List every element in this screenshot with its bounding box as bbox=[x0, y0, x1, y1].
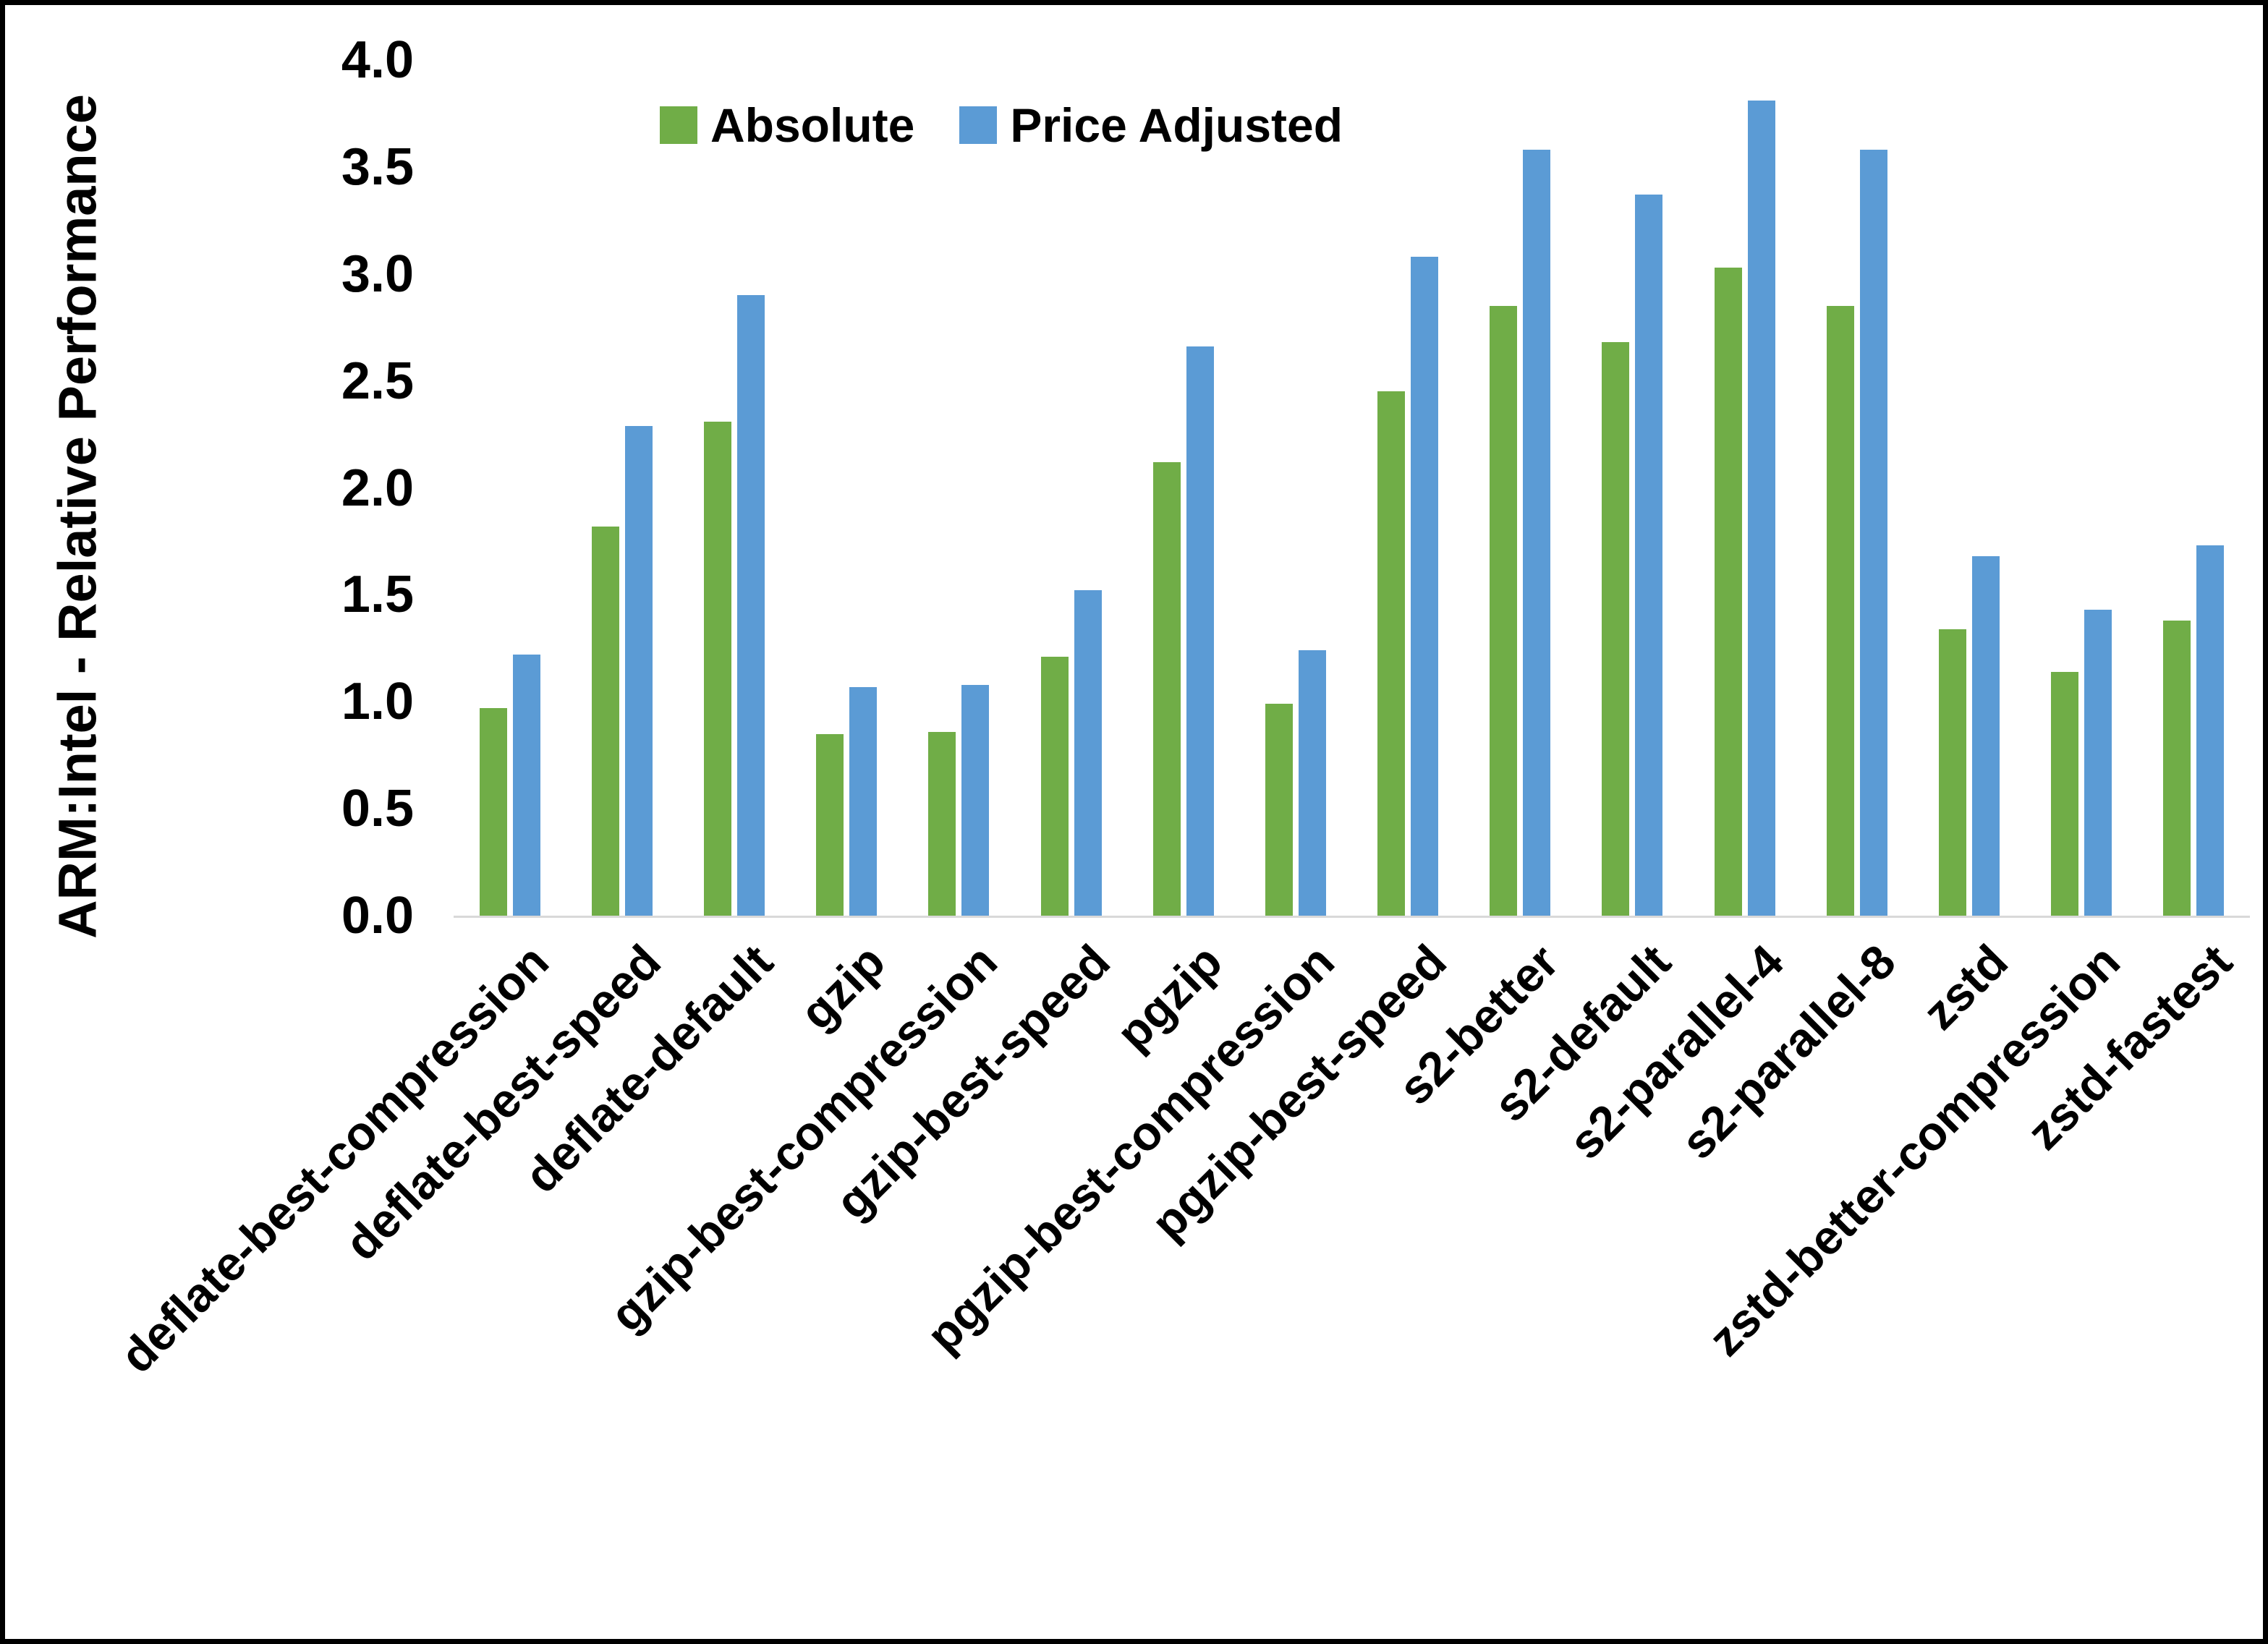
bar-price-adjusted-deflate-best-compression bbox=[512, 655, 540, 916]
bar-absolute-gzip-best-speed bbox=[1040, 657, 1069, 916]
bar-absolute-s2-default bbox=[1602, 342, 1630, 916]
bar-absolute-gzip bbox=[816, 733, 844, 916]
bar-price-adjusted-s2-parallel-8 bbox=[1859, 150, 1887, 916]
bar-absolute-zstd-fastest bbox=[2163, 620, 2191, 916]
bar-price-adjusted-gzip-best-compression bbox=[961, 684, 990, 916]
legend-item-price-adjusted: Price Adjusted bbox=[959, 98, 1343, 153]
bar-price-adjusted-pgzip-best-speed bbox=[1411, 257, 1439, 916]
bar-price-adjusted-deflate-default bbox=[736, 295, 765, 916]
x-label-deflate-best-compression: deflate-best-compression bbox=[109, 934, 558, 1383]
bar-absolute-pgzip bbox=[1152, 462, 1181, 916]
bar-price-adjusted-zstd-better-compression bbox=[2084, 610, 2112, 916]
legend-item-absolute: Absolute bbox=[660, 98, 914, 153]
bar-absolute-zstd bbox=[1939, 629, 1967, 916]
bar-price-adjusted-zstd bbox=[1972, 556, 2000, 916]
bar-price-adjusted-zstd-fastest bbox=[2196, 545, 2225, 916]
y-tick-label-0.0: 0.0 bbox=[341, 887, 414, 945]
legend: Absolute Price Adjusted bbox=[660, 98, 1343, 153]
price-adjusted-series-swatch-icon bbox=[959, 106, 998, 144]
bar-price-adjusted-s2-parallel-4 bbox=[1747, 101, 1775, 916]
y-tick-label-2.0: 2.0 bbox=[341, 459, 414, 517]
bar-absolute-gzip-best-compression bbox=[928, 731, 956, 916]
y-tick-label-3.5: 3.5 bbox=[341, 137, 414, 196]
bar-price-adjusted-deflate-best-speed bbox=[624, 425, 653, 916]
bar-absolute-deflate-best-speed bbox=[591, 526, 619, 916]
bar-absolute-pgzip-best-compression bbox=[1265, 704, 1293, 916]
x-axis-line bbox=[454, 916, 2250, 918]
bar-price-adjusted-s2-default bbox=[1635, 195, 1663, 916]
y-tick-label-0.5: 0.5 bbox=[341, 780, 414, 838]
absolute-series-swatch-icon bbox=[660, 106, 697, 144]
bar-price-adjusted-gzip bbox=[849, 686, 878, 916]
bar-price-adjusted-s2-better bbox=[1523, 150, 1551, 916]
bar-price-adjusted-gzip-best-speed bbox=[1074, 590, 1102, 916]
bar-price-adjusted-pgzip bbox=[1186, 346, 1214, 916]
bar-price-adjusted-pgzip-best-compression bbox=[1298, 650, 1326, 916]
bar-absolute-deflate-default bbox=[703, 421, 731, 916]
y-tick-label-1.5: 1.5 bbox=[341, 566, 414, 624]
bar-absolute-s2-parallel-8 bbox=[1826, 306, 1854, 916]
bar-absolute-deflate-best-compression bbox=[479, 708, 507, 916]
bar-absolute-s2-parallel-4 bbox=[1714, 267, 1742, 916]
legend-label-price-adjusted: Price Adjusted bbox=[1010, 98, 1343, 152]
y-tick-label-3.0: 3.0 bbox=[341, 244, 414, 303]
bar-absolute-pgzip-best-speed bbox=[1377, 391, 1406, 916]
y-tick-label-4.0: 4.0 bbox=[341, 31, 414, 89]
bar-absolute-s2-better bbox=[1490, 306, 1518, 916]
bar-absolute-zstd-better-compression bbox=[2051, 671, 2079, 916]
legend-label-absolute: Absolute bbox=[710, 98, 915, 152]
y-tick-label-1.0: 1.0 bbox=[341, 673, 414, 731]
y-tick-label-2.5: 2.5 bbox=[341, 352, 414, 410]
